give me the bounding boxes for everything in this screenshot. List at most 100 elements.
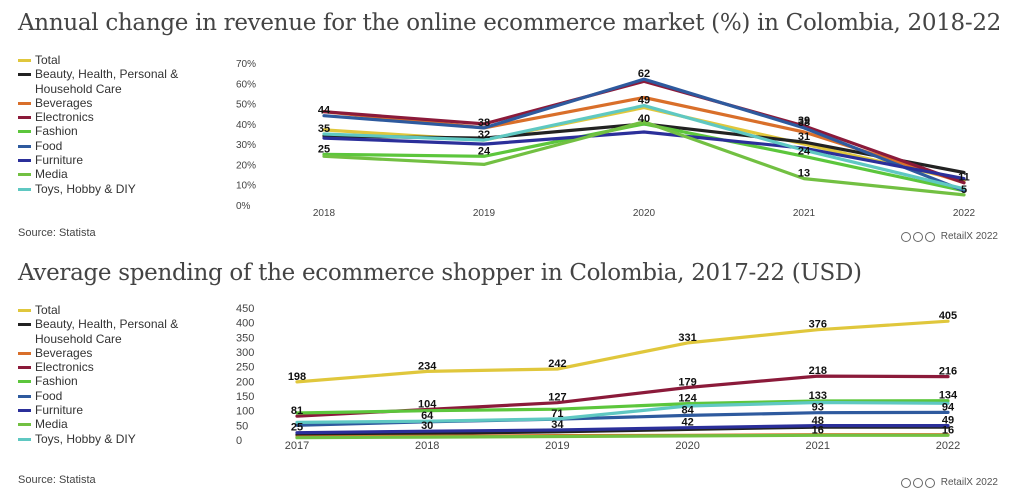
data-label: 331 [678, 332, 696, 344]
y-tick-label: 10% [236, 181, 256, 192]
legend-label: Food [35, 388, 63, 403]
data-label: 218 [809, 365, 827, 377]
legend-swatch [18, 187, 31, 191]
series-line-toys [295, 400, 950, 424]
legend-swatch [18, 173, 31, 177]
legend-label: Furniture [35, 153, 84, 168]
data-label: 84 [681, 404, 694, 416]
license-footer: RetailX 2022 [900, 231, 998, 242]
by-icon [912, 477, 923, 488]
legend-swatch [18, 380, 31, 384]
x-tick-label: 2021 [806, 440, 830, 452]
legend-item-furniture: Furniture [18, 153, 218, 167]
legend-swatch [18, 130, 31, 134]
legend-item-total: Total [18, 303, 218, 317]
cc-icon [900, 477, 911, 488]
y-tick-label: 50% [236, 100, 256, 111]
average-spending-chart: 0 50 100 150 200 250 300 350 400 450 2017 2018 2019 2… [236, 303, 960, 452]
legend-item-toys: Toys, Hobby & DIY [18, 182, 218, 196]
x-tick-label: 2017 [285, 440, 309, 452]
legend-label: Toys, Hobby & DIY [35, 181, 136, 196]
legend-item-toys: Toys, Hobby & DIY [18, 432, 218, 446]
source-note: Source: Statista [18, 474, 96, 486]
legend-swatch [18, 309, 31, 312]
legend-label: Media [35, 167, 68, 182]
revenue-change-panel: Annual change in revenue for the online … [0, 0, 1012, 248]
data-label: 198 [288, 371, 306, 383]
legend-swatch [18, 423, 31, 427]
data-label: 71 [551, 408, 563, 420]
x-tick-label: 2019 [473, 208, 496, 219]
legend-label: Electronics [35, 360, 94, 375]
data-label: 216 [939, 366, 957, 378]
legend-swatch [18, 394, 31, 398]
data-label: 35 [318, 123, 330, 135]
data-label: 13 [798, 168, 810, 180]
x-tick-label: 2020 [675, 440, 699, 452]
legend-label: Furniture [35, 403, 84, 418]
data-label: 81 [291, 405, 303, 417]
y-tick-label: 0 [236, 435, 242, 447]
legend-item-beauty: Beauty, Health, Personal & Household Car… [18, 67, 218, 96]
data-label: 25 [291, 422, 303, 434]
legend-swatch [18, 159, 31, 163]
legend-label: Beauty, Health, Personal & Household Car… [35, 317, 179, 346]
data-label: 234 [418, 360, 437, 372]
y-tick-label: 100 [236, 406, 254, 418]
data-label: 34 [551, 419, 564, 431]
legend-swatch [18, 437, 31, 441]
legend-item-media: Media [18, 417, 218, 431]
data-label: 94 [942, 401, 955, 413]
legend-item-fashion: Fashion [18, 374, 218, 388]
legend-swatch [18, 101, 31, 105]
legend-item-furniture: Furniture [18, 403, 218, 417]
data-label: 104 [418, 398, 437, 410]
legend-item-fashion: Fashion [18, 124, 218, 138]
data-label: 405 [939, 310, 957, 322]
data-label: 93 [812, 402, 824, 414]
data-label: 124 [678, 393, 697, 405]
series-line-toys [322, 103, 966, 191]
y-tick-label: 350 [236, 332, 254, 344]
legend-label: Food [35, 138, 63, 153]
y-tick-label: 250 [236, 362, 254, 374]
series-line-food [322, 77, 966, 193]
legend-label: Total [35, 303, 61, 317]
nd-icon [924, 231, 935, 242]
x-tick-label: 2021 [793, 208, 816, 219]
y-tick-label: 60% [236, 79, 256, 90]
data-label: 42 [681, 417, 693, 429]
chart-legend: Total Beauty, Health, Personal & Househo… [18, 53, 218, 196]
y-tick-label: 400 [236, 318, 254, 330]
data-label: 64 [421, 410, 434, 422]
legend-label: Media [35, 417, 68, 432]
legend-label: Beverages [35, 95, 93, 110]
data-label: 16 [812, 424, 824, 436]
legend-item-beverages: Beverages [18, 96, 218, 110]
x-tick-label: 2022 [953, 208, 976, 219]
data-label: 376 [809, 319, 827, 331]
data-label: 11 [958, 172, 970, 184]
y-tick-label: 50 [236, 420, 248, 432]
series-line-total [295, 319, 950, 384]
x-tick-label: 2018 [415, 440, 439, 452]
data-label: 31 [798, 131, 810, 143]
legend-item-food: Food [18, 389, 218, 403]
series-line-furniture [295, 424, 950, 435]
by-icon [912, 231, 923, 242]
x-tick-label: 2020 [633, 208, 656, 219]
legend-item-total: Total [18, 53, 218, 67]
footer-brand: RetailX 2022 [940, 231, 998, 242]
data-label: 127 [548, 392, 566, 404]
legend-label: Beauty, Health, Personal & Household Car… [35, 67, 179, 96]
cc-icon [900, 231, 911, 242]
data-label: 62 [638, 68, 650, 80]
y-tick-label: 450 [236, 303, 254, 315]
data-label: 44 [318, 105, 331, 117]
data-label: 133 [809, 390, 827, 402]
data-label: 24 [798, 145, 811, 157]
legend-label: Toys, Hobby & DIY [35, 431, 136, 446]
data-label: 134 [939, 390, 958, 402]
chart-legend: Total Beauty, Health, Personal & Househo… [18, 303, 218, 446]
y-tick-label: 150 [236, 391, 254, 403]
